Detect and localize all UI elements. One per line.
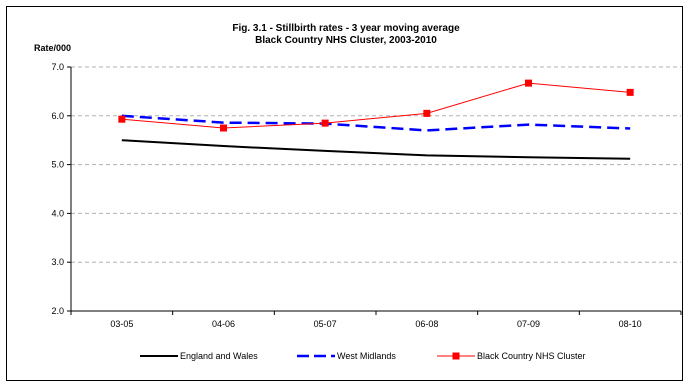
- y-tick-label: 6.0: [51, 111, 64, 121]
- y-tick-label: 3.0: [51, 257, 64, 267]
- chart-subtitle: Black Country NHS Cluster, 2003-2010: [255, 35, 437, 46]
- data-point-marker: [423, 109, 431, 117]
- legend: England and Wales West Midlands Black Coun…: [140, 351, 586, 361]
- x-tick-label: 06-08: [415, 319, 438, 329]
- data-point-marker: [626, 88, 634, 96]
- x-tick-label: 05-07: [314, 319, 337, 329]
- data-point-marker: [321, 119, 329, 127]
- legend-label: England and Wales: [180, 351, 258, 361]
- axes: [67, 66, 682, 315]
- y-tick-label: 4.0: [51, 208, 64, 218]
- legend-label: Black Country NHS Cluster: [477, 351, 586, 361]
- chart-title: Fig. 3.1 - Stillbirth rates - 3 year mov…: [232, 23, 460, 34]
- series-line-3: [121, 82, 631, 129]
- y-tick-label: 7.0: [51, 62, 64, 72]
- x-tick-label: 04-06: [212, 319, 235, 329]
- series-line-1: [121, 139, 631, 160]
- gridlines: [71, 66, 681, 263]
- chart-frame: [6, 6, 683, 381]
- x-tick-labels: 03-05 04-06 05-07 06-08 07-09 08-10: [110, 319, 641, 329]
- y-axis-label: Rate/000: [34, 43, 71, 53]
- x-tick-label: 07-09: [517, 319, 540, 329]
- series-line-2: [121, 114, 631, 132]
- y-tick-labels: 2.0 3.0 4.0 5.0 6.0 7.0: [51, 62, 64, 316]
- data-point-marker: [220, 124, 227, 132]
- x-tick-label: 03-05: [110, 319, 133, 329]
- y-tick-label: 2.0: [51, 306, 64, 316]
- data-point-marker: [118, 115, 126, 123]
- legend-label: West Midlands: [337, 351, 396, 361]
- series-lines: [118, 79, 634, 160]
- data-point-marker: [525, 79, 532, 87]
- y-tick-label: 5.0: [51, 160, 64, 170]
- legend-marker: [452, 352, 460, 360]
- x-tick-label: 08-10: [619, 319, 642, 329]
